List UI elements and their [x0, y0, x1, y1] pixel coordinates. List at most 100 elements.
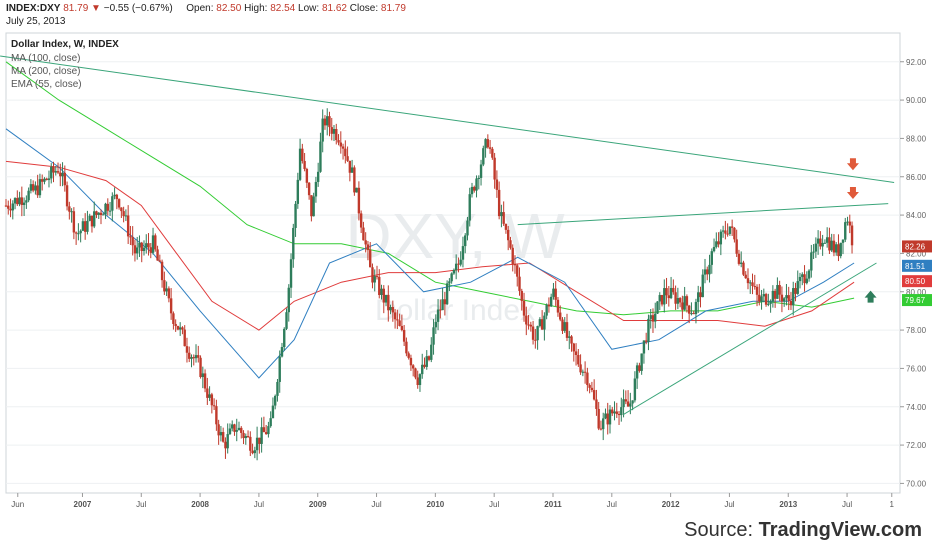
- candle-body: [418, 374, 422, 385]
- candle-body: [97, 212, 100, 215]
- candle-body: [405, 341, 408, 354]
- candle-body: [699, 292, 702, 298]
- candle-body: [737, 253, 741, 264]
- x-tick-label: 2011: [544, 500, 562, 509]
- candle-body: [154, 235, 157, 250]
- candle-body: [111, 196, 114, 211]
- candle-body: [353, 167, 356, 193]
- candle-body: [27, 190, 30, 201]
- arrow-up-icon: [864, 290, 877, 303]
- y-tick-label: 84.00: [906, 211, 927, 220]
- candle-body: [312, 196, 315, 217]
- candle-body: [721, 230, 725, 232]
- candle-body: [651, 315, 655, 322]
- candle-body: [181, 327, 184, 330]
- candle-body: [683, 296, 686, 310]
- open-value: 82.50: [216, 3, 242, 14]
- candle-body: [192, 357, 195, 359]
- candle-body: [753, 286, 756, 288]
- candle-body: [423, 364, 426, 367]
- candle-body: [552, 288, 555, 297]
- y-tick-label: 76.00: [906, 364, 927, 373]
- candle-body: [362, 227, 365, 241]
- candle-body: [122, 211, 125, 217]
- candle-body: [638, 365, 641, 371]
- candle-body: [29, 184, 33, 191]
- candle-body: [592, 390, 596, 400]
- candle-body: [88, 215, 91, 221]
- candle-body: [47, 178, 51, 180]
- candle-body: [850, 225, 854, 246]
- candle-body: [764, 294, 768, 305]
- candle-body: [685, 296, 689, 306]
- candle-body: [518, 276, 521, 291]
- candle-body: [547, 304, 551, 307]
- candle-body: [767, 303, 770, 305]
- candle-body: [31, 184, 35, 191]
- candle-body: [269, 418, 272, 427]
- candle-body: [36, 185, 39, 196]
- candle-body: [448, 281, 451, 284]
- candle-body: [411, 365, 415, 369]
- candle-body: [491, 148, 494, 158]
- candle-body: [174, 323, 177, 327]
- candle-body: [328, 116, 331, 128]
- candle-body: [163, 280, 166, 292]
- symbol-label[interactable]: INDEX:DXY: [6, 3, 61, 14]
- candle-body: [65, 185, 69, 207]
- source-prefix: Source:: [684, 519, 759, 541]
- candle-body: [258, 437, 261, 444]
- watermark-symbol: DXY, W: [345, 200, 565, 272]
- candle-body: [602, 418, 605, 430]
- source-brand[interactable]: TradingView.com: [758, 519, 922, 541]
- candle-body: [301, 148, 304, 161]
- x-tick-label: 2009: [309, 500, 327, 509]
- candle-body: [780, 294, 784, 302]
- candle-body: [726, 233, 729, 235]
- candle-body: [117, 199, 121, 208]
- candle-body: [237, 427, 241, 431]
- candle-body: [803, 274, 806, 284]
- x-tick-label: Jul: [489, 500, 499, 509]
- candle-body: [825, 237, 829, 243]
- candle-body: [330, 127, 333, 134]
- source-credit[interactable]: Source: TradingView.com: [684, 519, 922, 542]
- candle-body: [832, 240, 836, 253]
- x-tick-label: Jul: [607, 500, 617, 509]
- candle-body: [724, 230, 727, 234]
- candle-body: [305, 168, 309, 183]
- candle-body: [172, 313, 175, 324]
- candle-body: [599, 428, 603, 430]
- candle-body: [570, 336, 573, 344]
- candle-body: [20, 197, 24, 206]
- candle-body: [672, 287, 675, 293]
- candle-body: [495, 179, 499, 190]
- candle-body: [369, 250, 372, 268]
- candle-body: [525, 315, 528, 325]
- candle-body: [350, 167, 354, 173]
- y-tick-label: 90.00: [906, 96, 927, 105]
- candle-body: [479, 164, 483, 178]
- candle-body: [242, 432, 245, 439]
- candle-body: [760, 296, 763, 302]
- candle-body: [436, 309, 440, 322]
- candle-body: [382, 288, 385, 303]
- candle-body: [147, 243, 150, 248]
- candle-body: [22, 202, 26, 206]
- y-tick-label: 70.00: [906, 479, 927, 488]
- candle-body: [124, 215, 128, 217]
- candle-body: [656, 301, 659, 314]
- candle-body: [635, 365, 639, 379]
- y-tick-label: 80.00: [906, 288, 927, 297]
- candle-body: [531, 326, 535, 340]
- candle-body: [482, 148, 485, 165]
- candle-body: [332, 128, 336, 134]
- candle-body: [785, 295, 788, 299]
- candle-body: [477, 177, 480, 179]
- candle-body: [590, 387, 594, 391]
- candle-body: [221, 432, 225, 442]
- x-tick-label: Jul: [371, 500, 381, 509]
- candle-body: [486, 139, 490, 148]
- candle-body: [188, 352, 191, 359]
- candle-body: [224, 441, 227, 449]
